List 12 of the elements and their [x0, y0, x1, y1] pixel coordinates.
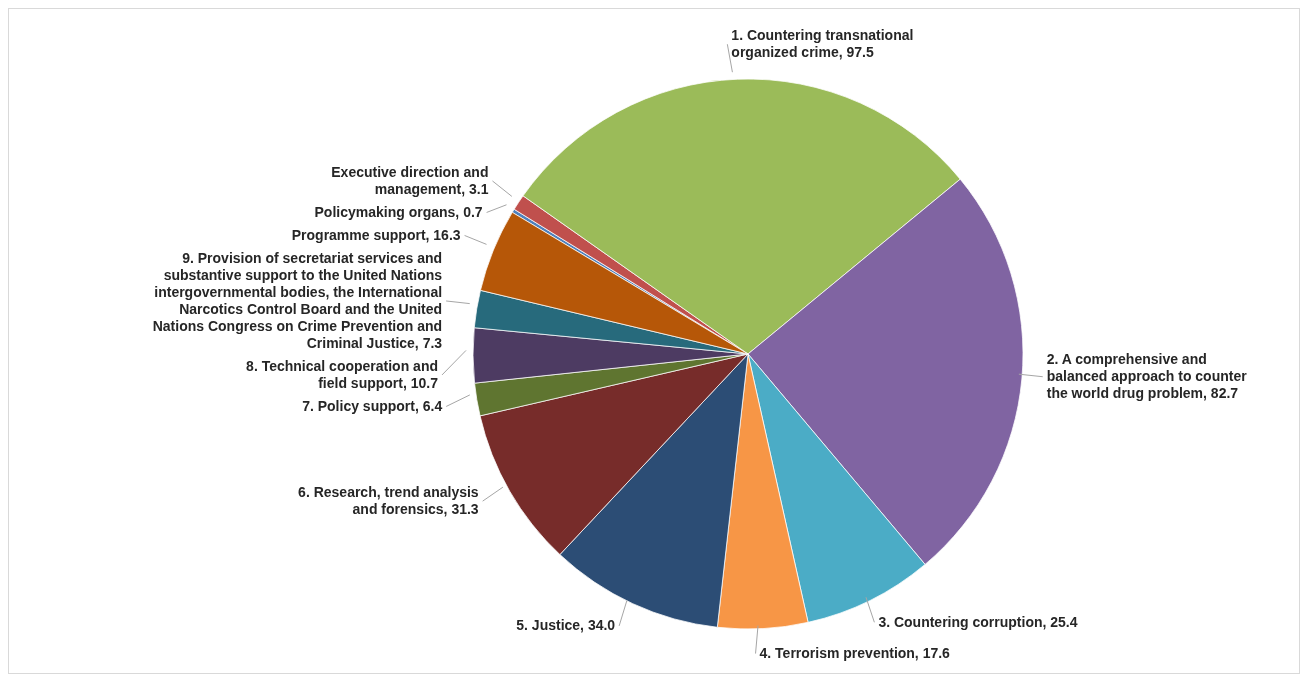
slice-label: 8. Technical cooperation and field support, 10.7 [246, 357, 439, 391]
slice-label: 2. A comprehensive and balanced approach to counter the world drug problem, 82.7 [1046, 351, 1248, 402]
slice-label: 1. Countering transnational organized crime, 97.5 [731, 27, 914, 61]
slice-label: 4. Terrorism prevention, 17.6 [759, 645, 951, 662]
slice-label: Programme support, 16.3 [291, 226, 461, 243]
slice-label: 7. Policy support, 6.4 [302, 397, 443, 414]
slice-label: 5. Justice, 34.0 [516, 617, 616, 634]
slice-label: Policymaking organs, 0.7 [314, 203, 483, 220]
slice-label: 9. Provision of secretariat services and substantive support to the United Nations intergovernmental bodies, the International Narcotics Control Board and the United Nations Congress on Crime Prevention and Criminal Justice, 7.3 [152, 249, 443, 351]
slice-label: 3. Countering corruption, 25.4 [878, 613, 1078, 630]
slice-label: 6. Research, trend analysis and forensics, 31.3 [298, 484, 479, 518]
slice-label: Executive direction and management, 3.1 [331, 163, 489, 197]
